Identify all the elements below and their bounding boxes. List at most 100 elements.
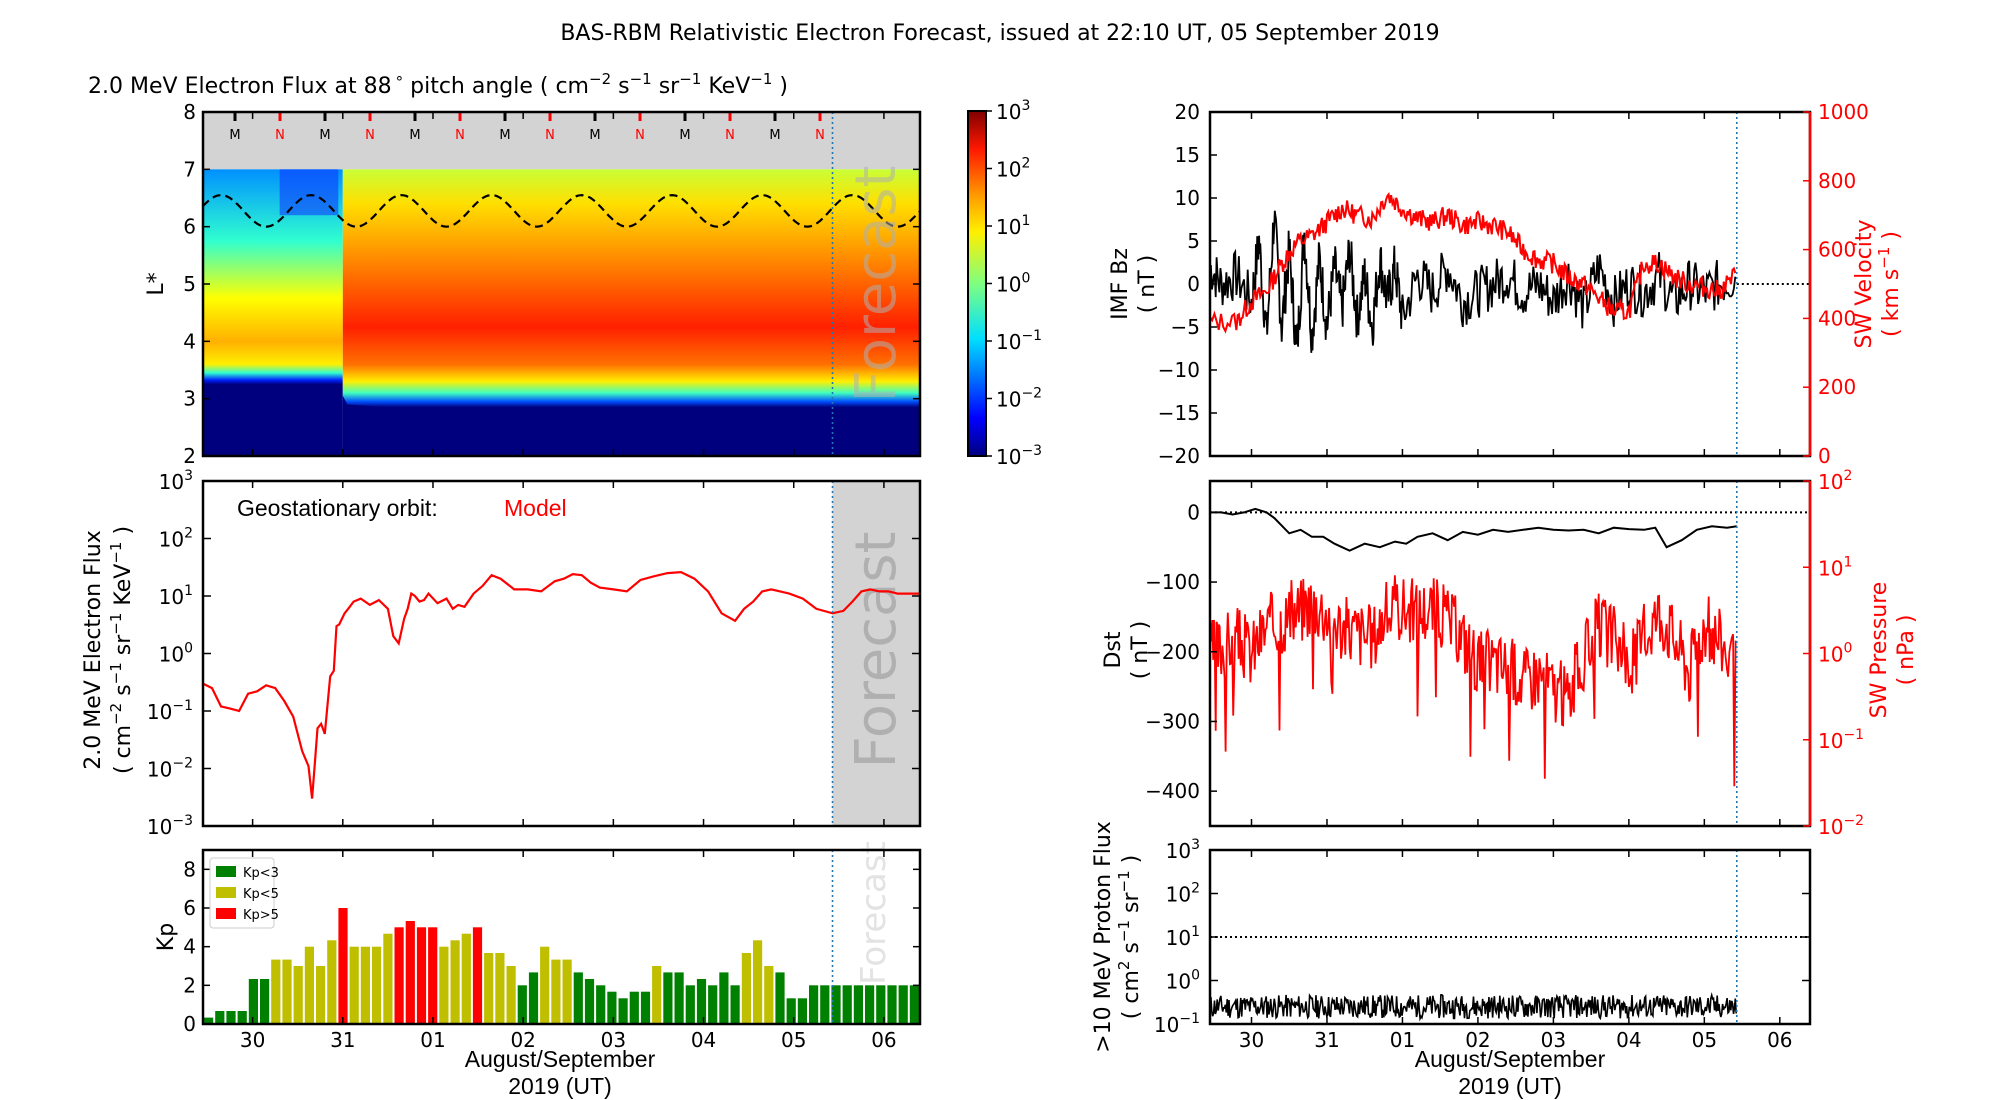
y-tick-label: 100 (1166, 968, 1200, 994)
kp-bar (876, 985, 886, 1024)
y-tick-label: 10−1 (147, 698, 193, 724)
y-tick-label: −5 (1171, 315, 1200, 339)
y-tick-label: 5 (1187, 229, 1200, 253)
tick-exponent: 2 (1843, 468, 1852, 484)
y-tick-label: −300 (1145, 709, 1200, 733)
sw-velocity-units: ( km s−1 ) (1875, 231, 1904, 337)
y-tick-label: 6 (183, 215, 196, 239)
y-tick-label: −10 (1158, 358, 1200, 382)
kp-bar (797, 998, 807, 1024)
colorbar-tick-label: 10−1 (996, 328, 1042, 354)
tick-exponent: 1 (1191, 924, 1200, 940)
y2-tick-label: 200 (1818, 375, 1856, 399)
y2-tick-label: 600 (1818, 238, 1856, 262)
orbit-marker-label: M (229, 128, 240, 143)
x-tick-label: 06 (871, 1028, 896, 1052)
y-tick-label: 8 (183, 857, 196, 881)
kp-legend: Kp<3 Kp<5 Kp>5 (209, 857, 279, 929)
orbit-marker-label: M (679, 128, 690, 143)
kp-bar (719, 972, 729, 1024)
orbit-marker-label: M (409, 128, 420, 143)
dst-ylabel: Dst (1101, 631, 1126, 668)
tick-exponent: 3 (184, 468, 193, 484)
imf-bz-line (1209, 210, 1737, 353)
tick-base: 10 (1818, 556, 1843, 580)
y-tick-label: 10−3 (147, 813, 193, 839)
tick-exponent: 2 (1191, 881, 1200, 897)
kp-bar (506, 966, 516, 1024)
y-tick-label: 10−2 (147, 756, 193, 782)
x-axis-label-year: 2019 (UT) (508, 1073, 612, 1099)
tick-base: 10 (159, 470, 184, 494)
orbit-marker-label: N (455, 128, 465, 143)
y-tick-label: 10−1 (1154, 1011, 1200, 1037)
kp-bar (551, 959, 561, 1024)
kp-bar (215, 1011, 225, 1024)
x-tick-label: 01 (420, 1028, 445, 1052)
proton-ylabel-units: ( cm2 s−1 sr−1 ) (1115, 855, 1144, 1019)
kp-bar (484, 953, 494, 1024)
y2-tick-label: 101 (1818, 554, 1852, 580)
orbit-marker-label: M (769, 128, 780, 143)
tick-base: 10 (1166, 839, 1191, 863)
tick-base: 10 (147, 815, 172, 839)
kp-bar (383, 933, 393, 1024)
kp-bar (237, 1011, 247, 1024)
tick-exponent: −3 (172, 813, 193, 829)
kp-bar (909, 985, 919, 1024)
tick-base: 10 (996, 445, 1021, 469)
kp-bar (786, 998, 796, 1024)
kp-bar (596, 985, 606, 1024)
kp-bar (741, 953, 751, 1024)
x-tick-label: 05 (1692, 1028, 1717, 1052)
kp-bar (685, 985, 695, 1024)
tick-exponent: 3 (1191, 837, 1200, 853)
tick-exponent: −3 (1021, 443, 1042, 459)
forecast-watermark: Forecast (844, 532, 909, 769)
tick-exponent: −1 (172, 698, 193, 714)
kp-bar (248, 979, 258, 1024)
kp-bar (629, 991, 639, 1024)
y-tick-label: 8 (183, 100, 196, 124)
kp-bar (349, 946, 359, 1024)
tick-exponent: 0 (1191, 968, 1200, 984)
tick-base: 10 (147, 700, 172, 724)
x-tick-label: 04 (1616, 1028, 1641, 1052)
kp-bar (764, 966, 774, 1024)
kp-bar (853, 985, 863, 1024)
y2-tick-label: 102 (1818, 468, 1852, 494)
dst-ylabel-units: ( nT ) (1128, 621, 1153, 680)
kp-bar (327, 940, 337, 1024)
y-tick-label: −200 (1145, 640, 1200, 664)
y-tick-label: −400 (1145, 779, 1200, 803)
y-tick-label: 0 (1187, 272, 1200, 296)
y-tick-label: −20 (1158, 444, 1200, 468)
y-tick-label: 101 (1166, 924, 1200, 950)
kp-bar (260, 979, 270, 1024)
orbit-marker-label: N (365, 128, 375, 143)
tick-exponent: 0 (184, 641, 193, 657)
forecast-watermark: Forecast (844, 166, 909, 403)
kp-bar (898, 985, 908, 1024)
legend-swatch (216, 908, 236, 919)
tick-exponent: −2 (1843, 813, 1864, 829)
y-tick-label: 5 (183, 272, 196, 296)
colorbar-tick-label: 10−3 (996, 443, 1042, 469)
kp-bar (573, 972, 583, 1024)
heatmap-dropout-patch (279, 169, 339, 216)
x-tick-label: 31 (1314, 1028, 1339, 1052)
forecast-watermark: Forecast (854, 841, 894, 985)
proton-flux-line (1209, 992, 1737, 1022)
kp-bar (820, 985, 830, 1024)
kp-frame (201, 848, 922, 1026)
kp-bar (528, 972, 539, 1024)
kp-bar (338, 908, 348, 1024)
geo-annotation: Geostationary orbit: (237, 495, 438, 521)
y-tick-label: 103 (159, 468, 193, 494)
x-tick-label: 03 (1541, 1028, 1566, 1052)
flux-heatmap-panel: 2.0 MeV Electron Flux at 88 ° pitch angle… (88, 70, 1042, 469)
kp-bar (472, 927, 483, 1024)
